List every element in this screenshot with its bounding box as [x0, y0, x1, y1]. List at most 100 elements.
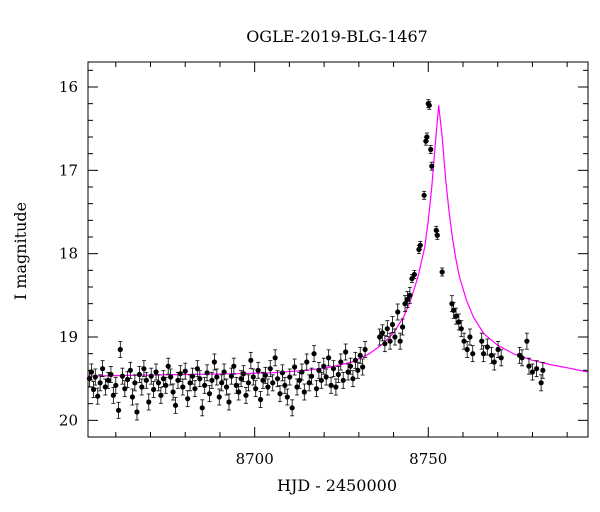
data-point	[411, 270, 417, 279]
data-point	[119, 367, 125, 385]
data-point	[127, 361, 133, 379]
data-point	[270, 374, 276, 392]
model-curve-layer	[87, 105, 589, 377]
data-point	[250, 368, 256, 386]
data-point	[248, 351, 254, 369]
data-point	[479, 332, 485, 350]
data-point	[177, 365, 183, 383]
data-point	[199, 399, 205, 417]
data-point	[362, 341, 368, 358]
data-point	[110, 386, 116, 404]
data-point	[429, 161, 435, 171]
data-point	[214, 368, 220, 386]
data-point	[143, 371, 149, 389]
data-point	[421, 190, 427, 200]
data-point	[338, 353, 344, 371]
y-tick-label: 20	[59, 411, 78, 429]
data-point	[467, 328, 473, 346]
data-point	[113, 376, 119, 394]
data-point	[132, 374, 138, 392]
data-point	[330, 360, 337, 378]
data-point	[335, 366, 341, 383]
data-point	[257, 391, 264, 408]
data-point	[148, 367, 154, 385]
data-point	[175, 371, 181, 389]
data-point	[284, 388, 290, 406]
y-tick-label: 17	[59, 161, 78, 179]
data-point	[265, 378, 271, 396]
data-point	[172, 396, 179, 414]
data-point	[211, 353, 217, 371]
data-point	[253, 380, 259, 398]
data-point	[519, 349, 525, 367]
data-point	[272, 349, 278, 367]
x-tick-label: 8750	[409, 450, 447, 468]
data-point	[223, 378, 230, 396]
x-tick-label: 8700	[236, 450, 274, 468]
data-point	[185, 390, 191, 408]
y-tick-label: 18	[59, 245, 78, 263]
data-point	[340, 371, 346, 389]
data-point	[192, 380, 198, 398]
data-point	[304, 353, 310, 371]
data-point	[155, 374, 162, 392]
x-axis-label: HJD - 2450000	[277, 476, 397, 495]
y-tick-label: 19	[59, 328, 78, 346]
data-point	[289, 399, 295, 417]
data-point	[428, 145, 434, 154]
data-point	[399, 318, 406, 336]
data-point	[321, 357, 327, 375]
data-point	[328, 376, 334, 394]
data-point	[347, 357, 354, 375]
data-point	[464, 341, 470, 358]
data-point	[231, 357, 237, 375]
data-point	[274, 370, 281, 388]
y-axis-label: I magnitude	[11, 202, 30, 300]
data-point	[484, 338, 490, 356]
data-point	[170, 383, 176, 401]
data-point	[194, 360, 200, 378]
data-point	[352, 351, 358, 369]
data-point	[209, 371, 215, 389]
data-point	[219, 374, 225, 392]
data-point	[279, 364, 286, 382]
chart-title: OGLE-2019-BLG-1467	[246, 27, 428, 46]
data-point	[316, 361, 322, 379]
data-point	[417, 240, 423, 250]
data-point	[245, 374, 252, 392]
data-point	[524, 332, 530, 350]
data-point	[216, 388, 222, 406]
data-point	[204, 364, 210, 382]
data-point	[357, 346, 363, 364]
data-point	[226, 393, 232, 411]
data-point	[326, 349, 332, 367]
plot-frame	[87, 61, 589, 438]
data-point	[382, 335, 388, 353]
data-point	[299, 363, 305, 381]
data-point	[134, 403, 140, 421]
data-point	[129, 388, 136, 406]
data-point	[99, 360, 106, 378]
data-point	[434, 230, 440, 240]
data-point	[97, 374, 103, 392]
data-point	[189, 367, 196, 385]
data-point	[333, 378, 339, 396]
data-point	[287, 368, 293, 386]
data-point	[267, 360, 273, 378]
data-point	[146, 393, 152, 411]
data-point	[158, 386, 164, 404]
data-point	[168, 368, 174, 386]
data-point	[124, 371, 131, 388]
y-tick-label: 16	[59, 78, 78, 96]
data-point	[115, 401, 122, 419]
data-point	[151, 381, 157, 398]
data-point	[311, 345, 317, 363]
data-point	[355, 361, 361, 379]
data-point	[282, 376, 288, 394]
data-point	[139, 378, 145, 396]
data-point	[360, 358, 366, 376]
data-point	[491, 353, 497, 371]
data-point	[350, 370, 356, 388]
data-point	[461, 332, 467, 350]
